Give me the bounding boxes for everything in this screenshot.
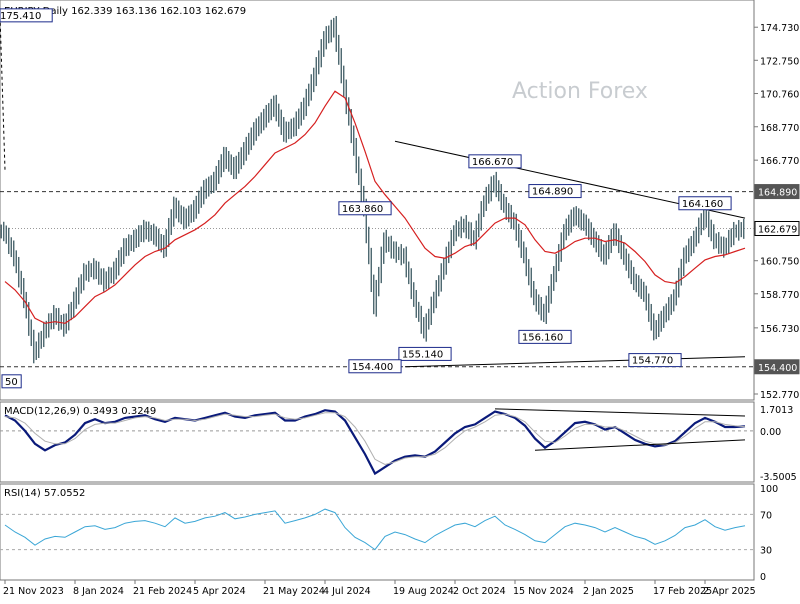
macd-tick-label: 1.7013 xyxy=(760,405,793,416)
watermark: Action Forex xyxy=(512,79,648,104)
time-tick-label: 2 Apr 2025 xyxy=(703,586,756,597)
time-tick-label: 21 Feb 2024 xyxy=(133,586,192,597)
annotation-box xyxy=(468,154,522,169)
annotation-box xyxy=(678,196,732,211)
annotation-label: 164.160 xyxy=(682,199,723,210)
annotation-box xyxy=(348,359,402,374)
macd-line xyxy=(4,409,746,476)
rsi-title: RSI(14) 57.0552 xyxy=(4,488,85,499)
price-tick-label: 156.730 xyxy=(760,324,799,335)
annotation-box xyxy=(528,184,582,199)
time-tick-label: 5 Apr 2024 xyxy=(193,586,246,597)
rsi-panel-frame xyxy=(0,483,755,581)
rsi-layer xyxy=(0,508,754,551)
annotation-box xyxy=(398,346,452,361)
time-tick-label: 17 Feb 2025 xyxy=(653,586,712,597)
axis-layer: 174.730 172.750 170.760 168.770 166.770 164.8… xyxy=(3,23,800,597)
macd-tick-label: 0.00 xyxy=(760,427,781,438)
annotation-label: 164.890 xyxy=(532,187,573,198)
macd-signal-line xyxy=(4,412,746,466)
time-tick-label: 2 Jan 2025 xyxy=(583,586,634,597)
time-tick-label: 4 Jul 2024 xyxy=(323,586,371,597)
annotation-label: 163.860 xyxy=(342,204,383,215)
price-tick-label: 154.400 xyxy=(758,363,797,374)
annotation-box xyxy=(518,329,572,344)
macd-panel-frame xyxy=(0,401,755,483)
time-tick-label: 19 Aug 2024 xyxy=(393,586,454,597)
annotation-label: 50 xyxy=(5,377,18,388)
annotation-label: 175.410 xyxy=(0,11,41,22)
rsi-line xyxy=(4,508,746,551)
annotation-box xyxy=(338,201,392,216)
price-panel-frame xyxy=(0,0,755,401)
price-layer: 175.410 163.860 155.140 154.400 166.670 164.8… xyxy=(0,8,754,389)
annotation-label: 154.770 xyxy=(632,356,673,367)
annotation-box xyxy=(628,353,682,368)
moving-average-line xyxy=(4,90,746,324)
annotation-box xyxy=(1,374,22,389)
price-tick-label: 170.760 xyxy=(760,90,799,101)
time-tick-label: 2 Oct 2024 xyxy=(453,586,506,597)
macd-title: MACD(12,26,9) 0.3493 0.3249 xyxy=(4,406,156,417)
price-scale-highlight xyxy=(754,359,800,375)
price-trendline-0 xyxy=(0,15,6,170)
price-tick-label: 164.890 xyxy=(758,188,797,199)
rsi-tick-label: 0 xyxy=(760,572,766,583)
rsi-tick-label: 70 xyxy=(760,510,772,521)
price-tick-label: 172.750 xyxy=(760,56,799,67)
price-scale-highlight xyxy=(754,220,800,236)
price-tick-label: 158.770 xyxy=(760,290,799,301)
price-scale-highlight xyxy=(754,184,800,200)
macd-trendline-0 xyxy=(494,408,746,417)
price-tick-label: 160.750 xyxy=(760,257,799,268)
price-tick-label: 168.770 xyxy=(760,123,799,134)
price-tick-label: 174.730 xyxy=(760,23,799,34)
price-tick-label: 152.770 xyxy=(760,390,799,401)
price-trendline-2 xyxy=(404,356,746,368)
time-tick-label: 21 Nov 2023 xyxy=(3,586,64,597)
rsi-tick-label: 30 xyxy=(760,546,772,557)
annotation-label: 155.140 xyxy=(402,349,443,360)
annotation-label: 156.160 xyxy=(522,332,563,343)
symbol-info: EURJPY,Daily 162.339 163.136 162.103 162… xyxy=(4,6,246,17)
macd-tick-label: -3.5005 xyxy=(760,472,797,483)
macd-layer xyxy=(0,408,754,476)
price-tick-label: 162.679 xyxy=(758,224,797,235)
annotation-label: 154.400 xyxy=(352,362,393,373)
time-tick-label: 15 Nov 2024 xyxy=(513,586,574,597)
annotation-label: 166.670 xyxy=(472,157,513,168)
macd-trendline-1 xyxy=(534,439,746,451)
price-tick-label: 166.770 xyxy=(760,156,799,167)
annotation-box xyxy=(0,8,53,23)
rsi-tick-label: 100 xyxy=(760,484,778,495)
time-tick-label: 21 May 2024 xyxy=(263,586,325,597)
time-tick-label: 8 Jan 2024 xyxy=(73,586,124,597)
